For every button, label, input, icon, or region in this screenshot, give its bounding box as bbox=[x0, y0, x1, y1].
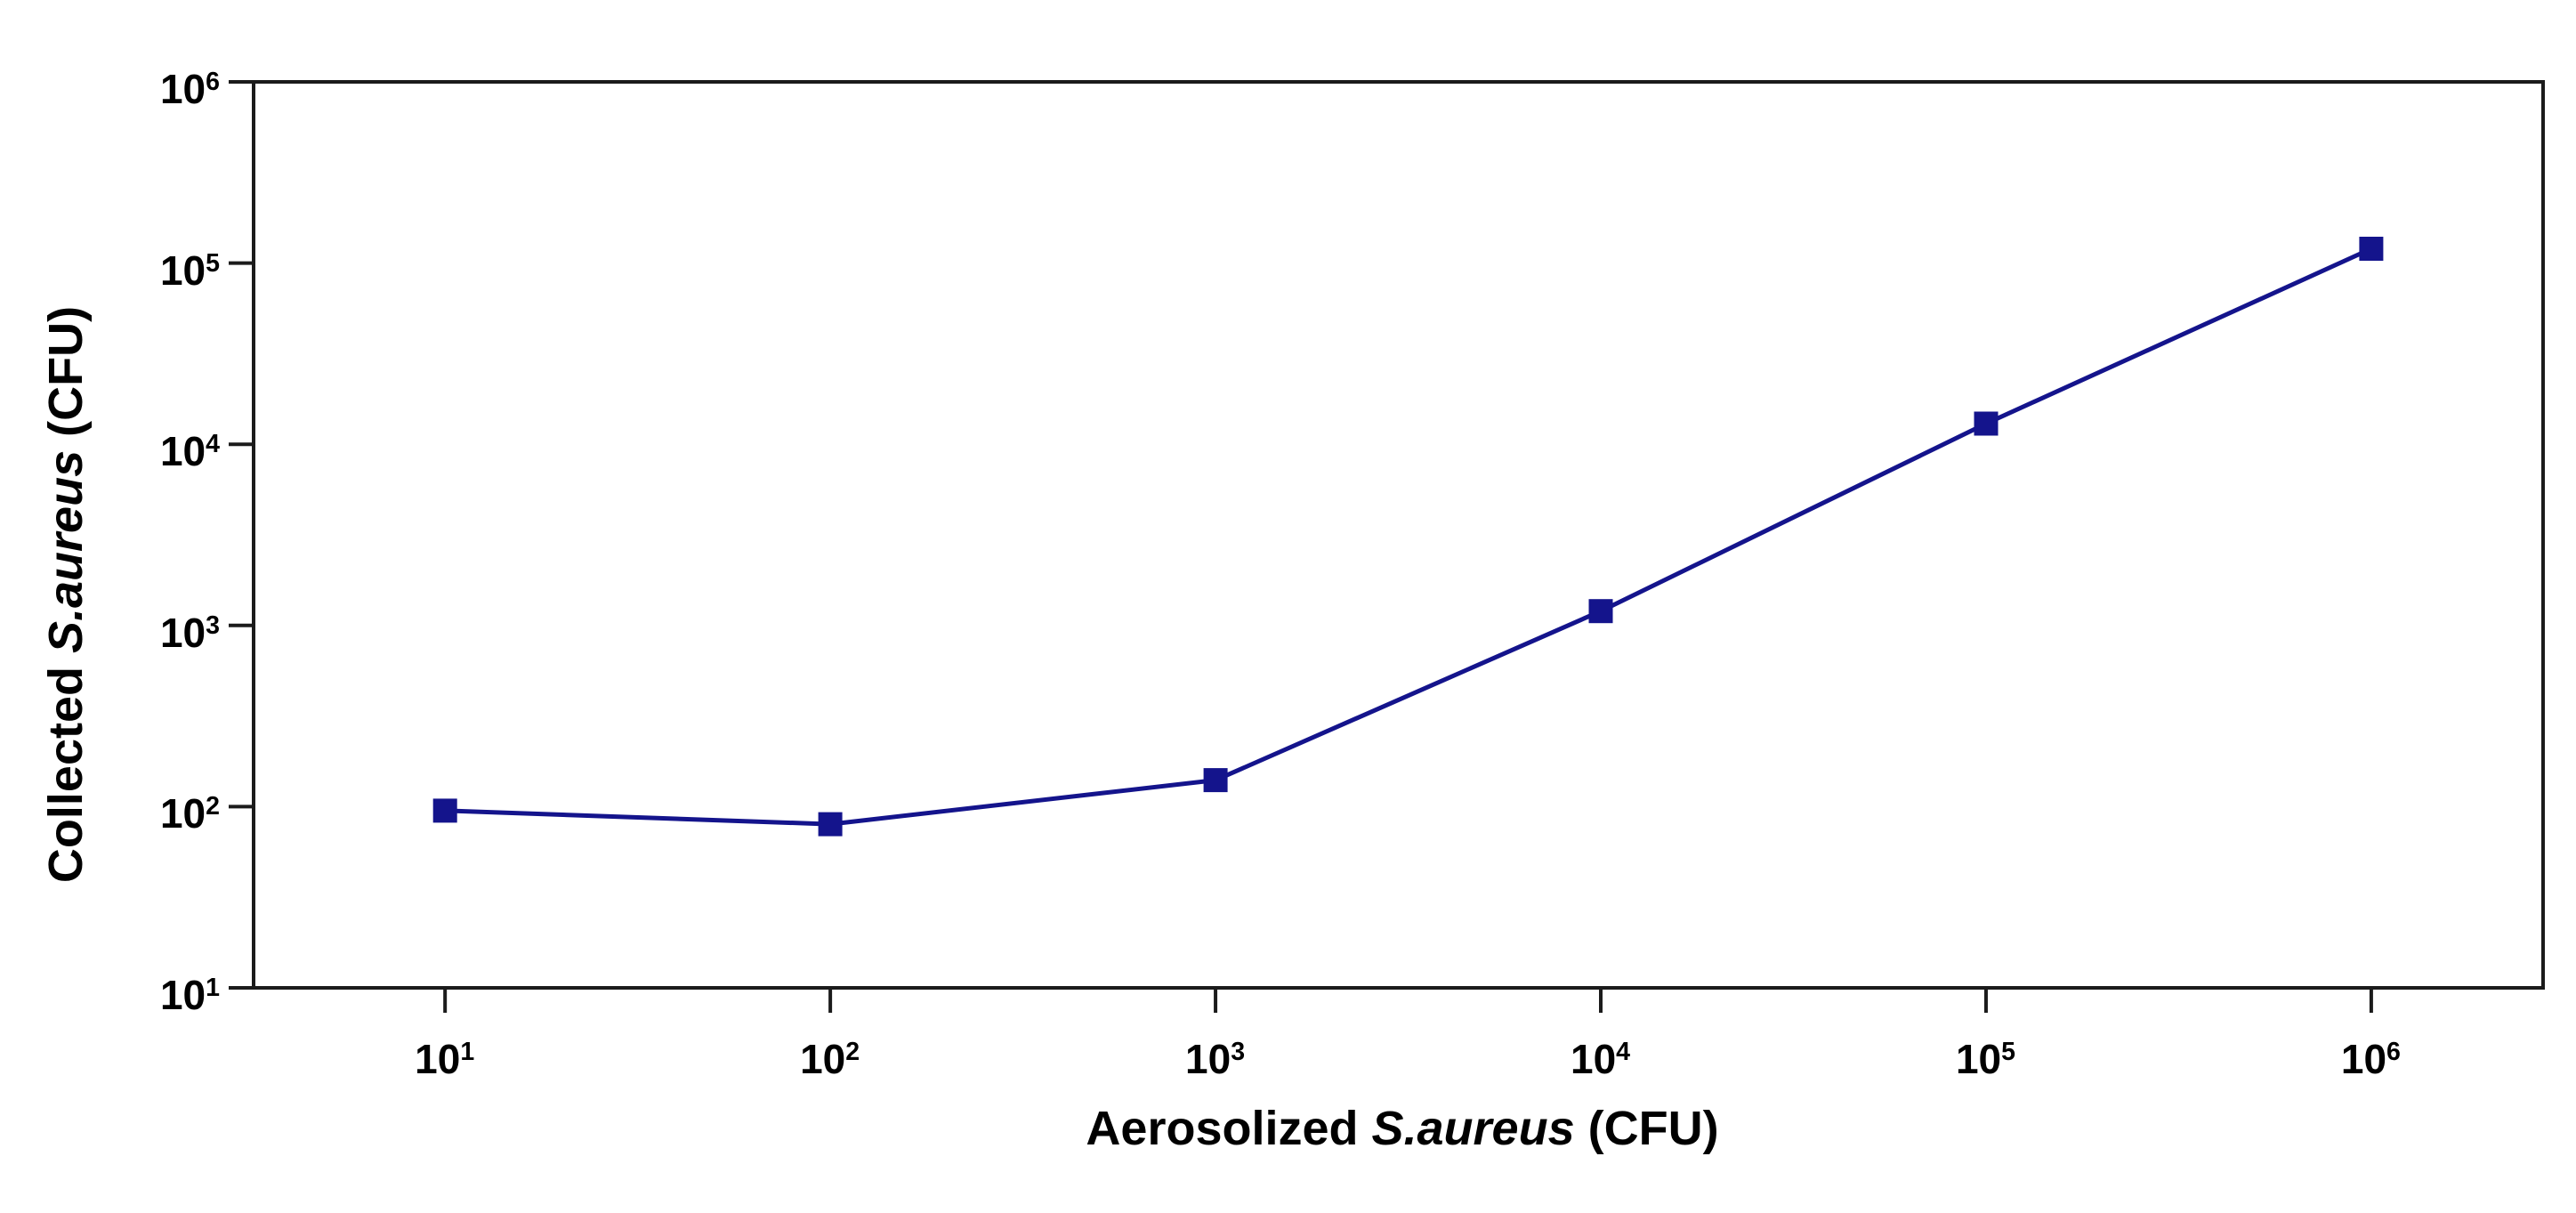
y-tick-exponent: 5 bbox=[206, 248, 221, 278]
x-tick-exponent: 6 bbox=[2386, 1038, 2402, 1066]
y-tick-exponent: 6 bbox=[206, 68, 221, 96]
series-line bbox=[445, 247, 2372, 827]
data-point-marker bbox=[818, 812, 843, 837]
x-tick-exponent: 2 bbox=[845, 1038, 861, 1066]
y-tick-exponent: 2 bbox=[206, 792, 221, 821]
y-tick-exponent: 3 bbox=[206, 611, 221, 640]
x-tick-label-10e3: 103 bbox=[1109, 1016, 1322, 1088]
y-tick-label-10e3: 103 bbox=[25, 590, 221, 661]
y-tick-base: 10 bbox=[159, 971, 206, 1018]
x-tick-label-10e5: 105 bbox=[1879, 1016, 2093, 1088]
x-axis-title: Aerosolized S.aureus (CFU) bbox=[1086, 1101, 1718, 1156]
y-tick-base: 10 bbox=[159, 65, 206, 112]
y-tick-label-10e4: 104 bbox=[25, 408, 221, 480]
plot-frame bbox=[252, 80, 2545, 990]
x-tick-exponent: 4 bbox=[1616, 1038, 1632, 1066]
y-axis-title-prefix: Collected bbox=[39, 653, 93, 884]
x-tick-label-10e6: 106 bbox=[2265, 1016, 2478, 1088]
x-tick-base: 10 bbox=[1570, 1035, 1617, 1082]
data-point-marker bbox=[2359, 237, 2384, 261]
data-point-marker bbox=[432, 798, 457, 823]
data-point-marker bbox=[1588, 599, 1613, 624]
x-tick-exponent: 3 bbox=[1231, 1038, 1247, 1066]
y-tick-base: 10 bbox=[159, 609, 206, 656]
data-point-marker bbox=[1974, 411, 1999, 436]
x-tick-base: 10 bbox=[800, 1035, 846, 1082]
y-axis-title-species: S.aureus bbox=[39, 449, 93, 653]
y-tick-label-10e5: 105 bbox=[25, 228, 221, 299]
y-tick-exponent: 4 bbox=[206, 430, 221, 459]
y-tick-label-10e2: 102 bbox=[25, 771, 221, 842]
y-tick-label-10e1: 101 bbox=[25, 952, 221, 1023]
y-tick-label-10e6: 106 bbox=[25, 46, 221, 117]
x-axis-title-species: S.aureus bbox=[1371, 1102, 1575, 1155]
x-tick-base: 10 bbox=[1955, 1035, 2002, 1082]
y-tick-base: 10 bbox=[159, 428, 206, 475]
y-axis-title: Collected S.aureus (CFU) bbox=[38, 306, 93, 883]
x-tick-base: 10 bbox=[1185, 1035, 1231, 1082]
x-tick-exponent: 5 bbox=[2001, 1038, 2016, 1066]
y-tick-exponent: 1 bbox=[206, 974, 221, 1002]
data-point-marker bbox=[1203, 768, 1228, 793]
y-axis-title-suffix: (CFU) bbox=[39, 305, 93, 450]
x-tick-label-10e4: 104 bbox=[1494, 1016, 1708, 1088]
x-tick-exponent: 1 bbox=[460, 1038, 476, 1066]
x-tick-base: 10 bbox=[2340, 1035, 2387, 1082]
x-axis-title-suffix: (CFU) bbox=[1574, 1102, 1719, 1155]
x-tick-base: 10 bbox=[415, 1035, 461, 1082]
x-tick-label-10e2: 102 bbox=[723, 1016, 937, 1088]
x-axis-title-prefix: Aerosolized bbox=[1086, 1102, 1372, 1155]
y-tick-base: 10 bbox=[159, 790, 206, 837]
x-tick-label-10e1: 101 bbox=[338, 1016, 552, 1088]
y-tick-base: 10 bbox=[159, 247, 206, 294]
